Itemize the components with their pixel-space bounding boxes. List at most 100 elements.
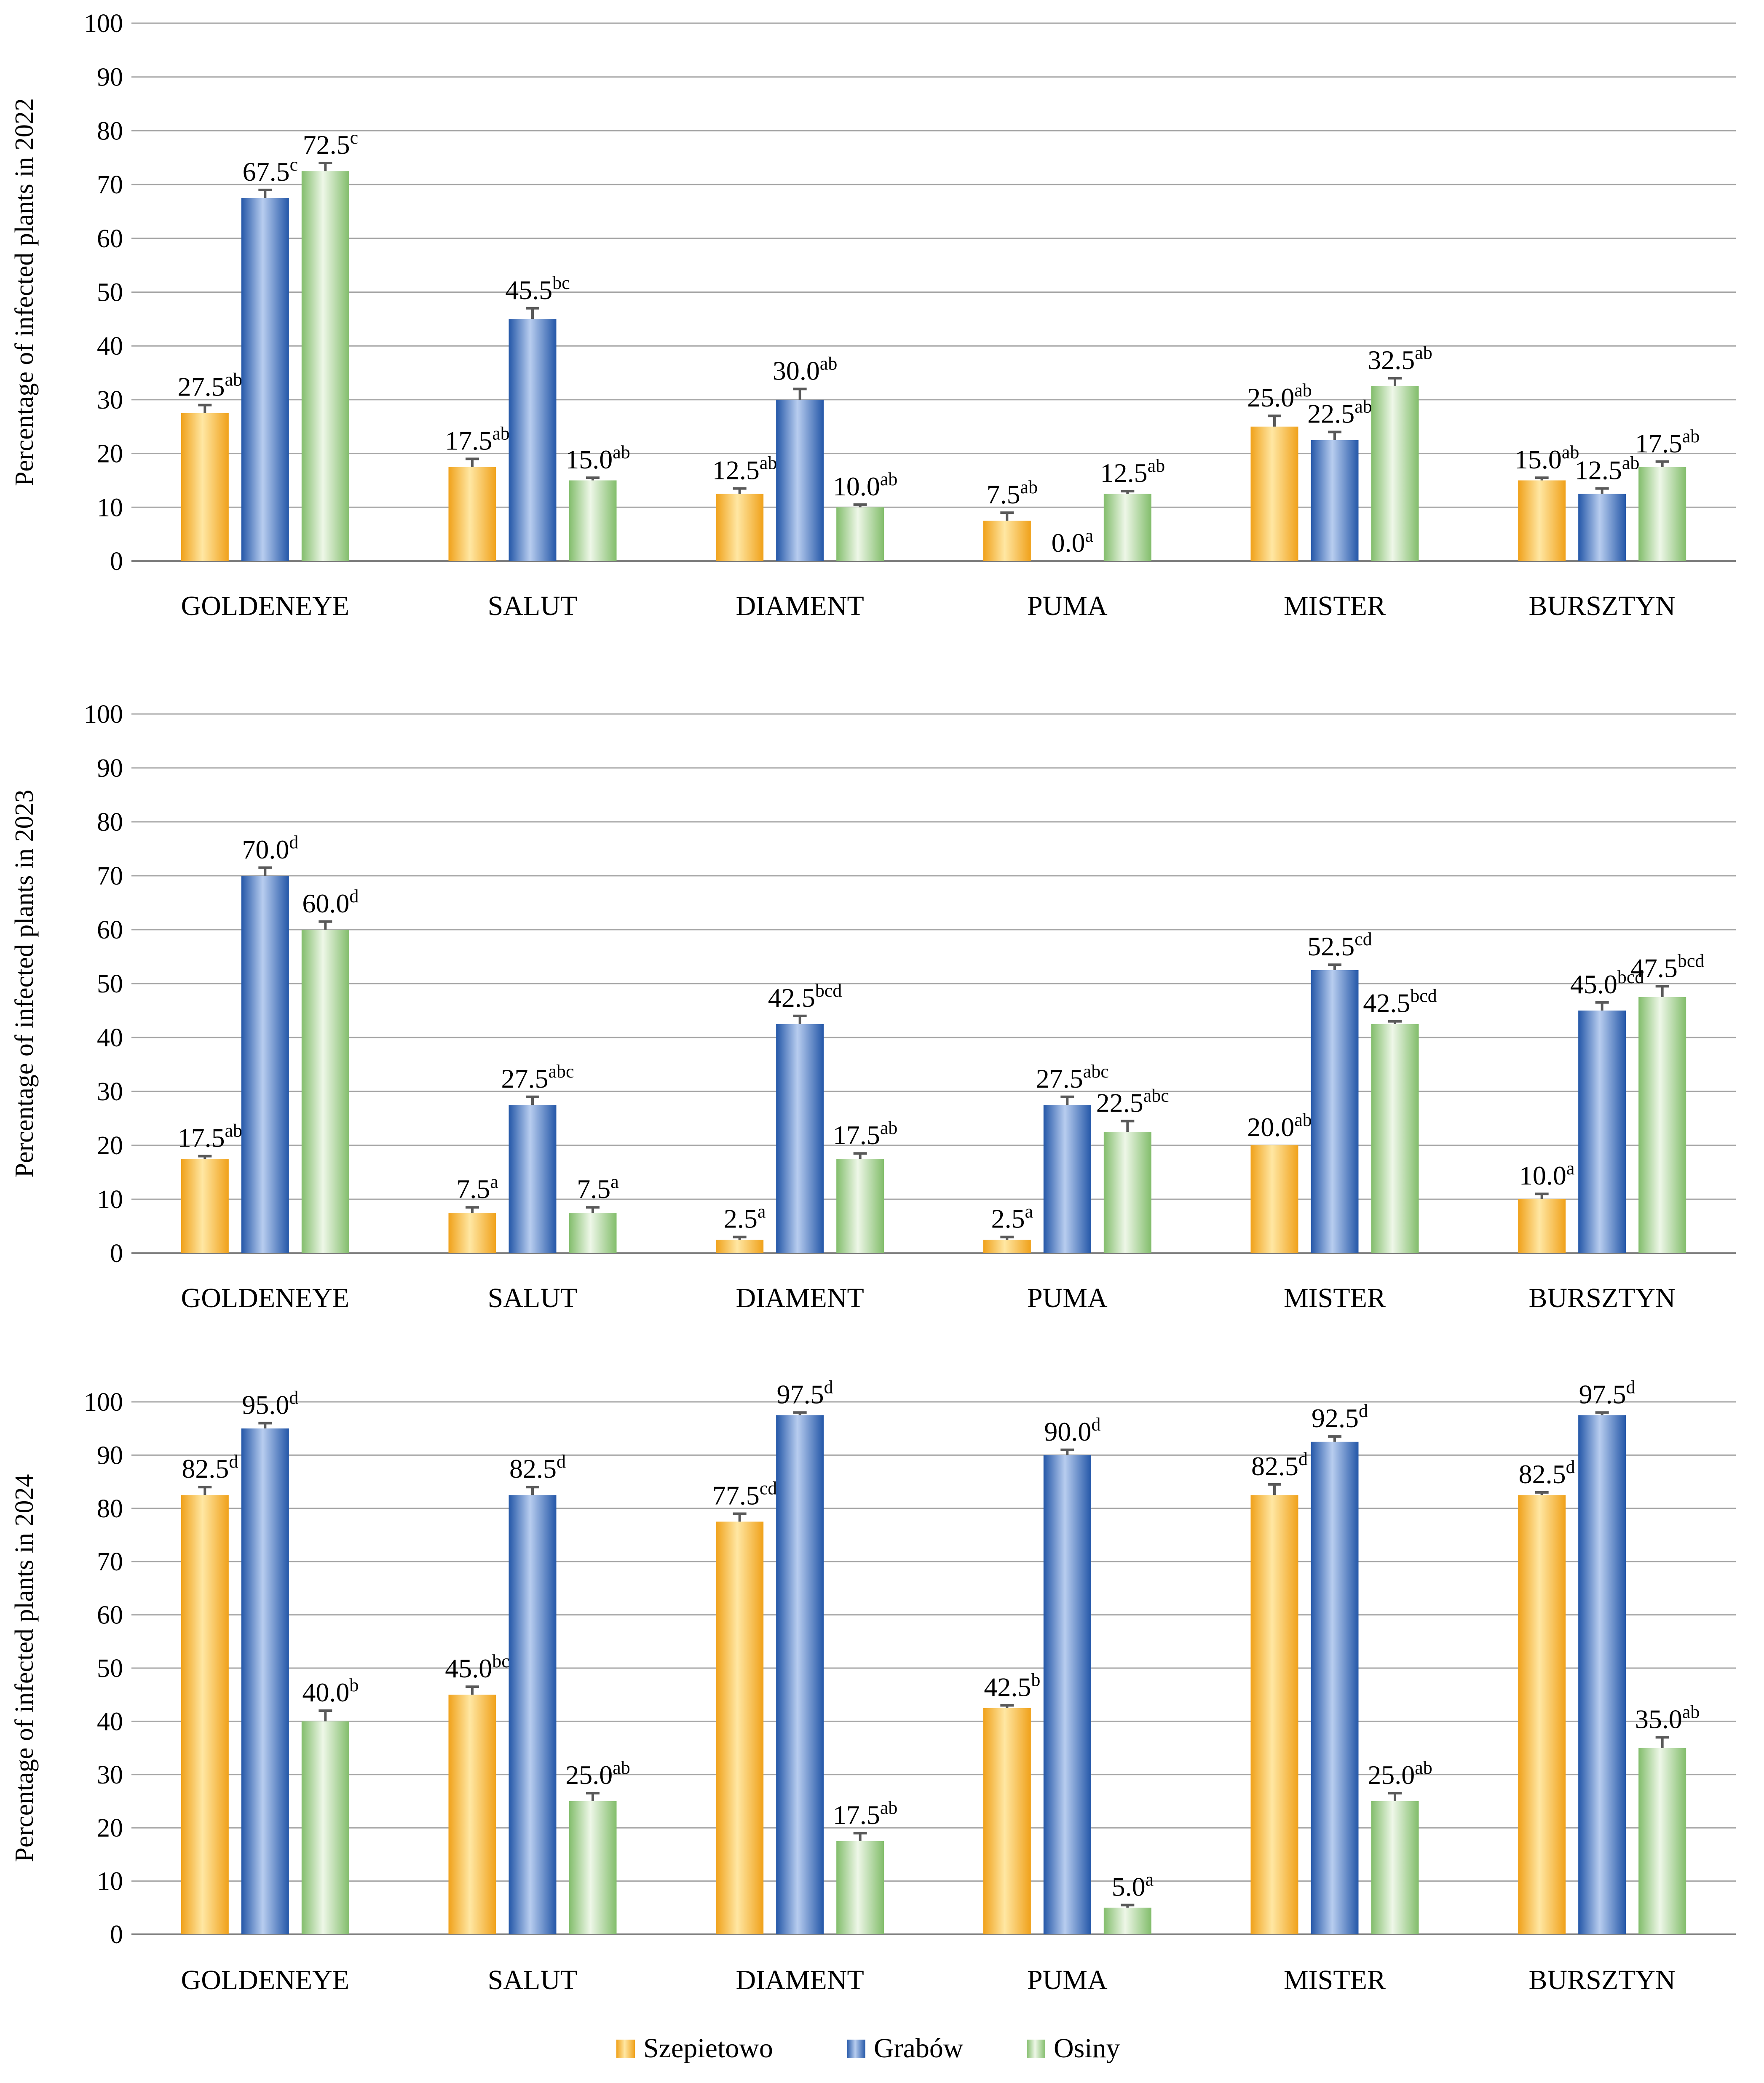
bar-osiny	[301, 171, 349, 561]
data-label: 17.5ab	[833, 1797, 898, 1830]
bar-grabow	[1578, 1011, 1626, 1253]
bar-grabow	[509, 1495, 557, 1934]
bar-osiny	[1371, 1801, 1419, 1934]
bar-osiny	[1103, 494, 1151, 561]
y-tick-label: 40	[97, 332, 123, 361]
data-label: 22.5ab	[1307, 396, 1372, 429]
category-label: GOLDENEYE	[181, 591, 350, 621]
bar-szepietowo	[1518, 1495, 1566, 1934]
data-label: 47.5bcd	[1630, 950, 1705, 983]
y-tick-label: 80	[97, 117, 123, 145]
y-tick-label: 80	[97, 1495, 123, 1523]
y-tick-label: 10	[97, 1867, 123, 1896]
data-label: 32.5ab	[1368, 342, 1432, 375]
legend-swatch-osiny	[1027, 2040, 1045, 2058]
data-label: 25.0ab	[1247, 380, 1312, 412]
bar-osiny	[1638, 997, 1686, 1253]
y-tick-label: 10	[97, 1185, 123, 1214]
data-label: 42.5bcd	[768, 980, 842, 1013]
data-label: 25.0ab	[565, 1757, 630, 1790]
chart-2022: 0 10 20 30 40 50 60 70 80 90 100 Percentage of infe…	[10, 9, 1736, 621]
y-tick-label: 20	[97, 1131, 123, 1160]
y-tick-label: 90	[97, 754, 123, 783]
y-tick-label: 100	[84, 9, 123, 38]
bar-osiny	[1103, 1907, 1151, 1934]
bar-osiny	[569, 1801, 617, 1934]
y-tick-label: 70	[97, 862, 123, 890]
legend-swatch-szepietowo	[616, 2040, 635, 2058]
bar-szepietowo	[1250, 1145, 1298, 1253]
y-tick-label: 20	[97, 440, 123, 468]
y-tick-label: 40	[97, 1707, 123, 1736]
y-tick-label: 90	[97, 63, 123, 92]
bar-grabow	[776, 399, 824, 561]
data-label: 97.5d	[1579, 1377, 1636, 1409]
y-tick-label: 70	[97, 1548, 123, 1576]
category-label: GOLDENEYE	[181, 1965, 350, 1995]
y-tick-label: 40	[97, 1024, 123, 1052]
y-tick-label: 100	[84, 700, 123, 729]
data-label: 45.5bc	[505, 273, 570, 305]
bar-osiny	[301, 1721, 349, 1934]
category-label: SALUT	[488, 591, 578, 621]
bar-grabow	[1578, 1415, 1626, 1934]
bar-szepietowo	[448, 1213, 496, 1253]
y-tick-label: 30	[97, 1078, 123, 1106]
bar-grabow	[241, 1428, 289, 1934]
data-label: 10.0a	[1519, 1158, 1575, 1190]
bar-osiny	[836, 1841, 884, 1934]
bar-grabow	[776, 1415, 824, 1934]
legend-label-osiny: Osiny	[1054, 2033, 1120, 2064]
data-label: 27.5abc	[501, 1061, 574, 1094]
bar-szepietowo	[1518, 1199, 1566, 1253]
y-tick-label: 50	[97, 970, 123, 998]
data-label: 92.5d	[1312, 1401, 1368, 1433]
category-label: DIAMENT	[736, 1283, 864, 1313]
category-label: PUMA	[1027, 1965, 1108, 1995]
y-tick-label: 80	[97, 808, 123, 837]
y-tick-label: 0	[110, 547, 123, 576]
category-label: PUMA	[1027, 1283, 1108, 1313]
category-label: GOLDENEYE	[181, 1283, 350, 1313]
data-label: 67.5c	[243, 154, 298, 187]
legend-swatch-grabow	[847, 2040, 865, 2058]
data-label: 5.0a	[1112, 1869, 1154, 1901]
data-label: 95.0d	[242, 1388, 298, 1420]
legend-label-szepietowo: Szepietowo	[643, 2033, 773, 2064]
data-label: 17.5ab	[445, 423, 510, 455]
bar-szepietowo	[448, 467, 496, 561]
bar-osiny	[836, 507, 884, 561]
data-label: 45.0bcd	[1570, 967, 1644, 999]
category-label: DIAMENT	[736, 1965, 864, 1995]
category-label: PUMA	[1027, 591, 1108, 621]
bar-grabow	[241, 876, 289, 1253]
data-label: 17.5ab	[833, 1118, 898, 1150]
y-tick-label: 100	[84, 1388, 123, 1417]
bar-grabow	[509, 1105, 557, 1253]
y-tick-label: 10	[97, 493, 123, 522]
y-tick-label: 20	[97, 1814, 123, 1842]
chart-2023: 0 10 20 30 40 50 60 70 80 90 100 Percentage of infe…	[10, 700, 1736, 1313]
legend: Szepietowo Grabów Osiny	[616, 2033, 1120, 2064]
data-label: 70.0d	[242, 832, 298, 864]
bar-szepietowo	[1250, 1495, 1298, 1934]
data-label: 77.5cd	[712, 1478, 777, 1510]
category-label: BURSZTYN	[1528, 1283, 1675, 1313]
data-label: 7.5a	[577, 1171, 619, 1204]
bar-osiny	[1103, 1132, 1151, 1253]
bar-grabow	[1311, 970, 1359, 1253]
category-label: BURSZTYN	[1528, 1965, 1675, 1995]
data-label: 72.5c	[303, 127, 359, 160]
bar-grabow	[1311, 1441, 1359, 1934]
bar-osiny	[569, 1213, 617, 1253]
data-label: 12.5ab	[1575, 453, 1640, 485]
bar-szepietowo	[448, 1695, 496, 1934]
category-label: DIAMENT	[736, 591, 864, 621]
data-label: 17.5ab	[178, 1120, 243, 1153]
data-label: 7.5ab	[987, 477, 1038, 509]
data-label: 7.5a	[456, 1171, 498, 1204]
category-label: BURSZTYN	[1528, 591, 1675, 621]
bar-grabow	[1043, 1105, 1091, 1253]
bar-szepietowo	[716, 1240, 764, 1253]
y-axis-label: Percentage of infected plants in 2023	[10, 789, 39, 1177]
